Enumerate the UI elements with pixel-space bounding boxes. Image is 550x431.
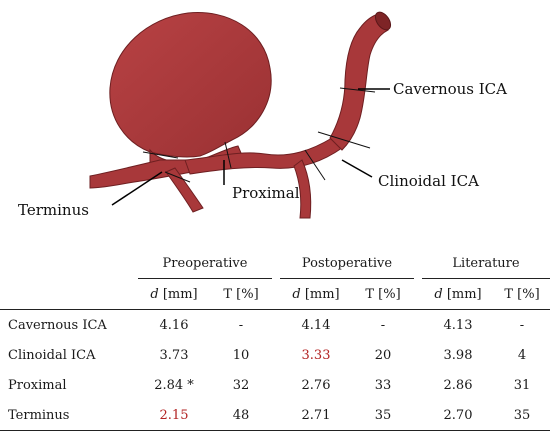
cell-pre-t: 10 — [232, 347, 250, 363]
header-gap — [272, 248, 280, 279]
cell-pre-d: 4.16 — [159, 317, 189, 333]
unit-mm: [mm] — [300, 286, 340, 302]
cell-lit-t: 31 — [513, 377, 531, 393]
vessel-illustration: Cavernous ICA Clinoidal ICA Proximal Ter… — [18, 11, 507, 219]
label-cavernous-ica: Cavernous ICA — [393, 80, 507, 98]
subheader-t: T [%] — [494, 278, 550, 310]
row-label: Proximal — [8, 377, 67, 393]
subheader-d: d [mm] — [280, 278, 352, 310]
subheader-blank — [0, 278, 130, 310]
cell-pre-d: 2.84 * — [154, 377, 194, 393]
cell-lit-d: 3.98 — [443, 347, 473, 363]
subheader-gap — [414, 278, 422, 310]
measurements-table: Preoperative Postoperative Literature d … — [0, 248, 550, 431]
var-d: d — [434, 286, 443, 302]
subheader-d: d [mm] — [138, 278, 210, 310]
terminus-vessel — [89, 159, 193, 189]
clinoidal-leader — [341, 159, 373, 178]
subheader-t: T [%] — [210, 278, 272, 310]
cell-pre-t: 32 — [232, 377, 250, 393]
table-row: Cavernous ICA 4.16 - 4.14 - 4.13 - — [0, 310, 550, 341]
terminus-leader — [111, 171, 163, 206]
var-d: d — [150, 286, 159, 302]
label-terminus: Terminus — [18, 201, 89, 219]
group-preoperative: Preoperative — [138, 248, 272, 279]
header-blank — [0, 248, 130, 279]
row-label: Cavernous ICA — [8, 317, 107, 333]
cell-post-d-highlighted: 3.33 — [301, 347, 331, 363]
unit-mm: [mm] — [442, 286, 482, 302]
table-row: Proximal 2.84 * 32 2.76 33 2.86 31 — [0, 370, 550, 400]
label-clinoidal-ica: Clinoidal ICA — [378, 172, 479, 190]
cell-post-t: 33 — [374, 377, 392, 393]
header-gap — [130, 248, 138, 279]
cell-lit-t: - — [519, 317, 525, 333]
unit-mm: [mm] — [158, 286, 198, 302]
subheader-gap — [272, 278, 280, 310]
proximal-measure-line — [224, 141, 232, 169]
clinoidal-measure-line-2 — [304, 149, 326, 181]
cell-post-d: 2.76 — [301, 377, 331, 393]
group-postoperative: Postoperative — [280, 248, 414, 279]
cavernous-segment — [329, 13, 389, 151]
cell-post-t: - — [380, 317, 386, 333]
cavernous-measure-line — [339, 87, 376, 93]
terminus-measure-line-1 — [142, 151, 179, 159]
vessel-opening — [374, 11, 392, 31]
side-branch — [293, 159, 312, 219]
cell-lit-d: 4.13 — [443, 317, 473, 333]
terminus-branch — [165, 167, 204, 213]
cell-lit-d: 2.86 — [443, 377, 473, 393]
group-header-row: Preoperative Postoperative Literature — [0, 248, 550, 279]
cell-post-d: 4.14 — [301, 317, 331, 333]
cell-lit-t: 4 — [517, 347, 527, 363]
subheader-t: T [%] — [352, 278, 414, 310]
clinoidal-measure-line-1 — [317, 131, 371, 149]
aneurysm-sac — [109, 12, 272, 158]
group-literature: Literature — [422, 248, 550, 279]
cell-pre-t: - — [238, 317, 244, 333]
subheader-gap — [130, 278, 138, 310]
terminus-measure-line-2 — [164, 171, 191, 183]
header-gap — [414, 248, 422, 279]
cell-pre-d: 3.73 — [159, 347, 189, 363]
cell-post-t: 20 — [374, 347, 392, 363]
row-label: Clinoidal ICA — [8, 347, 96, 363]
sub-header-row: d [mm] T [%] d [mm] T [%] d [mm] T [%] — [0, 278, 550, 310]
table-row: Clinoidal ICA 3.73 10 3.33 20 3.98 4 — [0, 340, 550, 370]
label-proximal: Proximal — [232, 184, 300, 202]
subheader-d: d [mm] — [422, 278, 494, 310]
var-d: d — [292, 286, 301, 302]
